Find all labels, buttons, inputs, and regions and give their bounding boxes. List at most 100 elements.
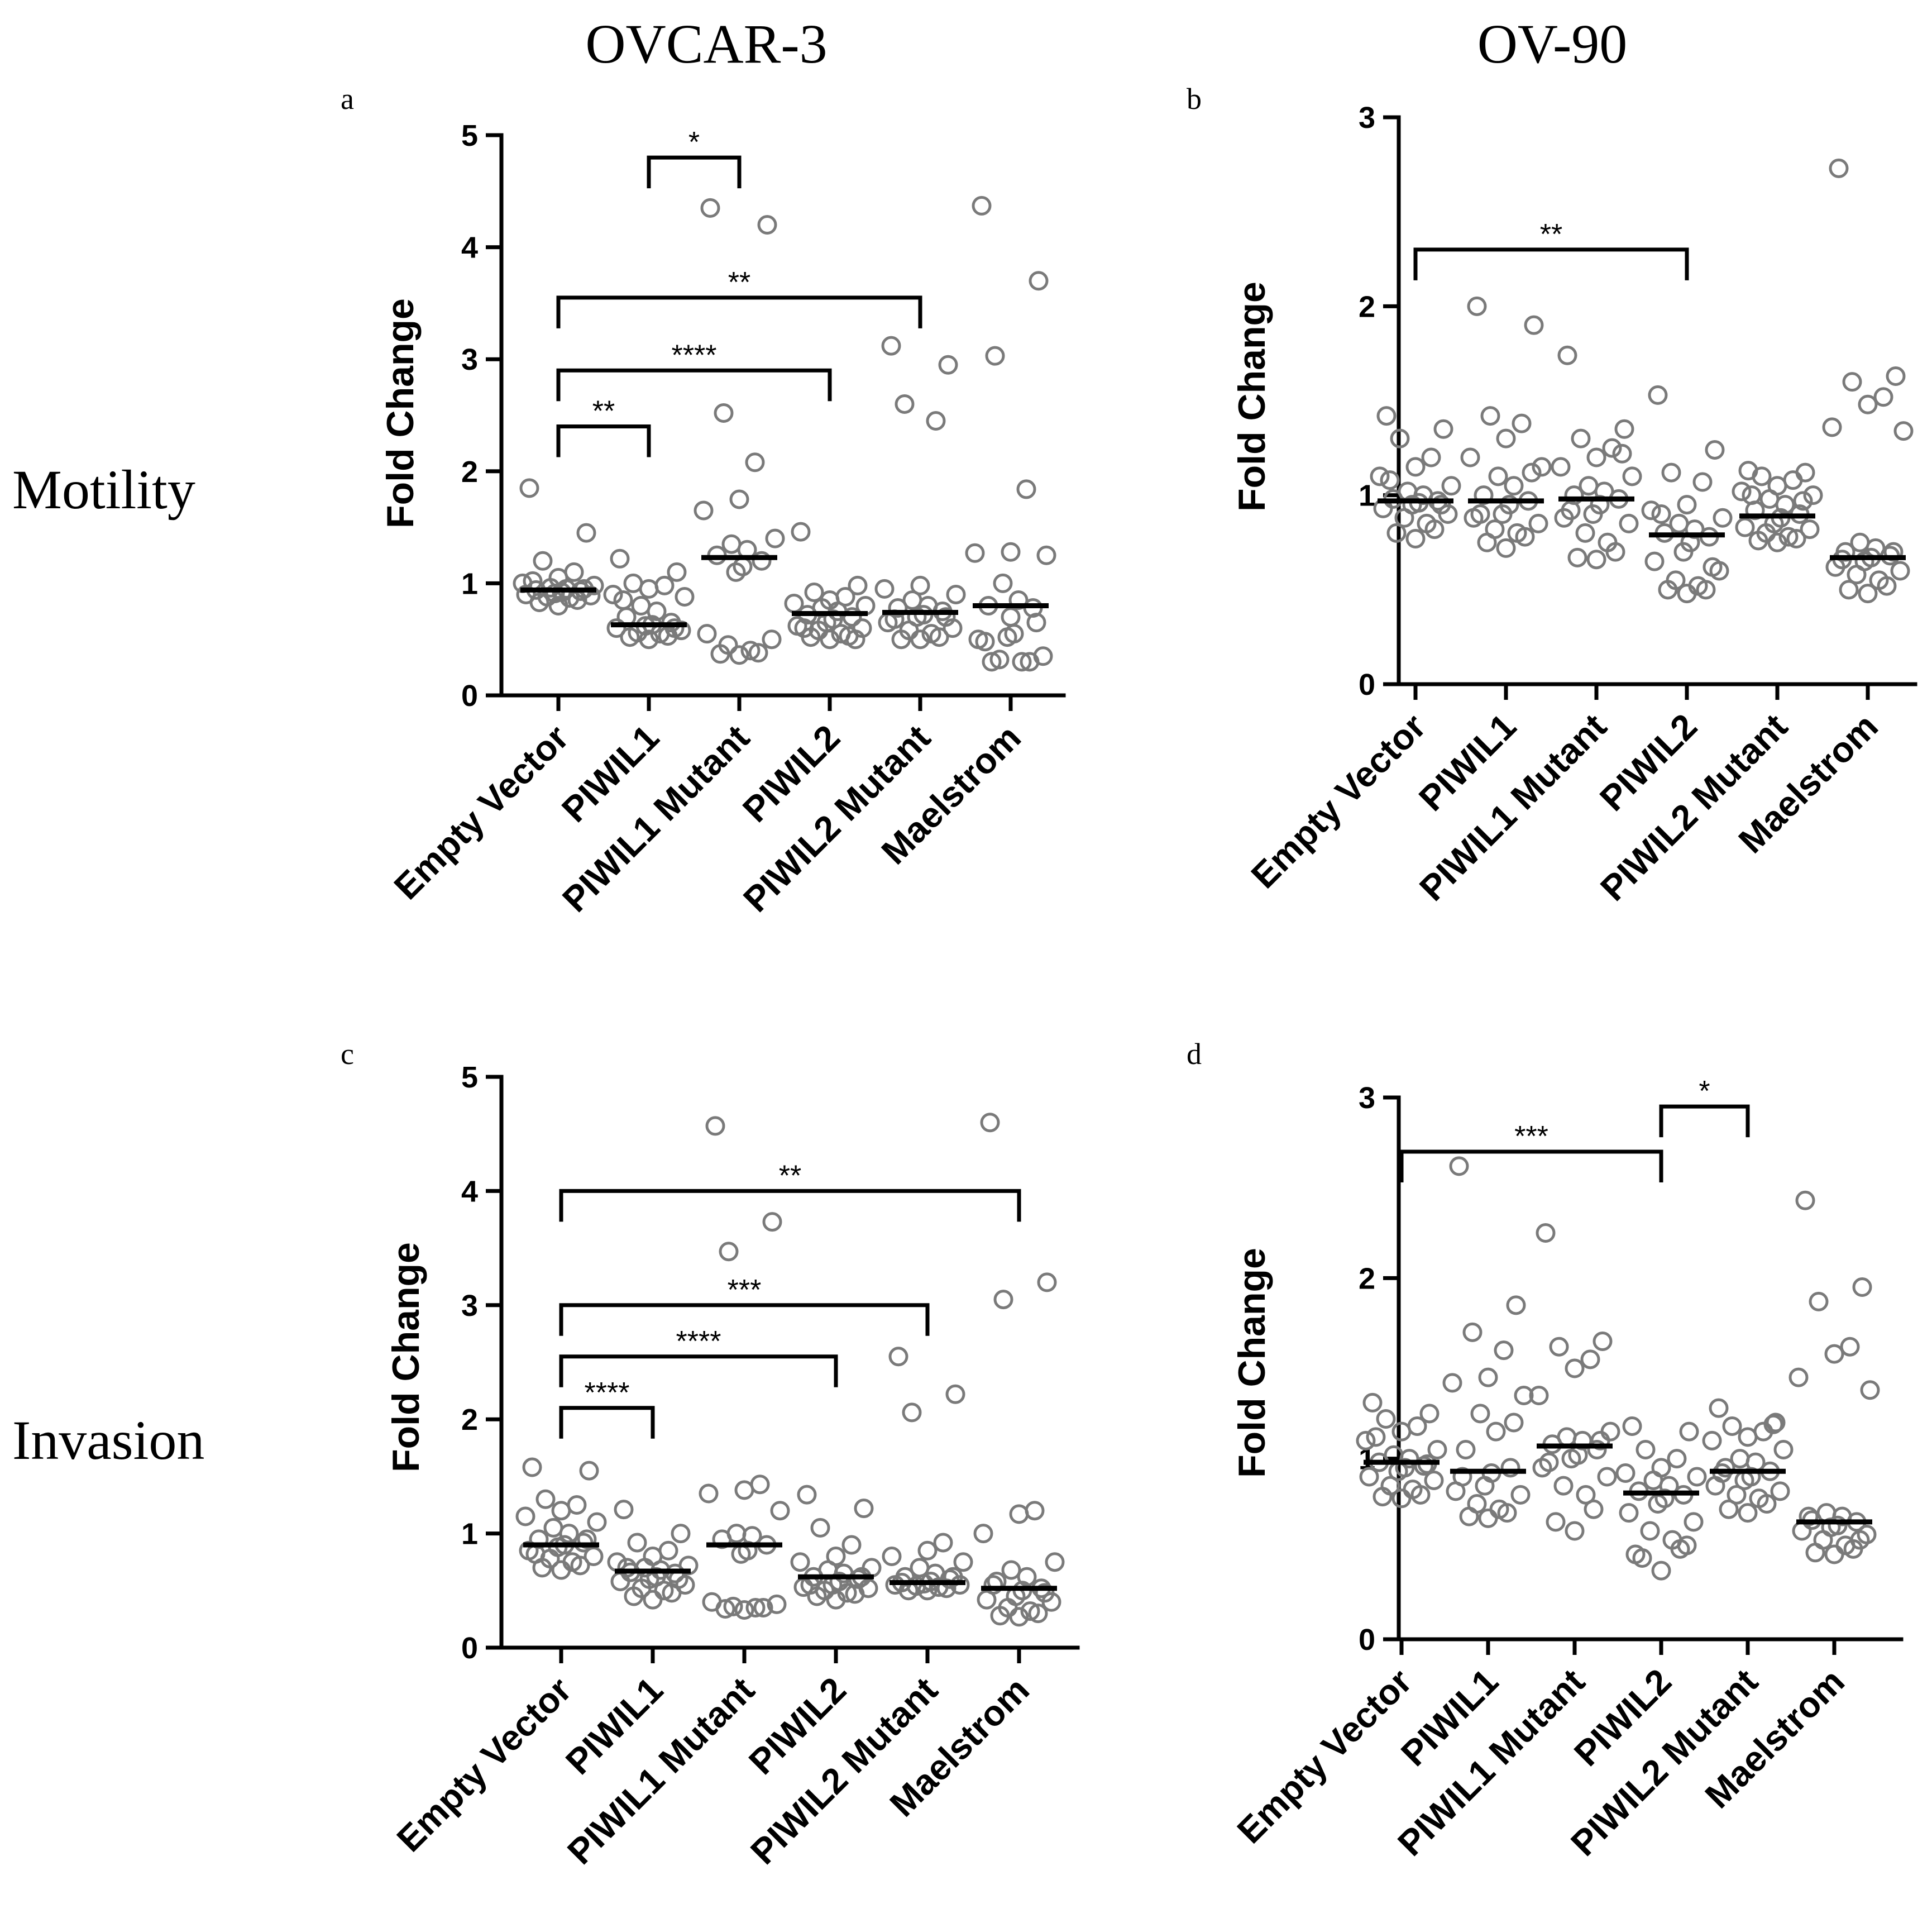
data-point [1890,561,1910,581]
data-point [647,602,667,622]
data-point [712,1529,732,1549]
data-point [1356,1430,1376,1450]
data-point [1391,1488,1412,1509]
data-point [842,607,862,627]
data-point [791,522,811,542]
data-point [1026,613,1046,633]
data-point [543,1518,563,1538]
data-point [762,1212,782,1232]
data-point [1460,447,1480,467]
data-point [753,1597,773,1617]
data-point [1424,1470,1444,1490]
data-point [729,489,749,509]
significance-bracket [1399,1149,1663,1182]
data-point [1587,1440,1607,1459]
panel-letter: d [1187,1037,1202,1071]
data-point [584,1546,604,1566]
data-point [1619,513,1639,533]
data-point [587,1512,607,1532]
data-point [1386,523,1407,543]
data-point [1661,462,1681,483]
y-tick-label: 3 [1359,1081,1375,1115]
data-point [1847,565,1867,585]
data-point [1584,1499,1604,1519]
significance-label: **** [672,339,717,371]
data-point [1515,527,1535,547]
data-point [654,575,675,595]
data-point [1651,504,1671,524]
data-point [1757,1494,1777,1514]
y-tick-label: 1 [461,1518,478,1551]
data-point [752,551,772,571]
data-point [1580,1349,1600,1370]
data-point [1612,443,1632,464]
data-point [1850,1530,1870,1550]
significance-label: ** [728,266,750,299]
data-point [767,1594,787,1614]
data-point [1677,584,1697,604]
panel-letter: b [1187,82,1202,116]
data-point [1644,551,1665,571]
data-point [1475,1476,1495,1496]
data-point [1622,1416,1642,1436]
data-point [1407,1416,1427,1436]
data-point [620,627,640,647]
data-point [1539,1452,1559,1472]
data-point [762,629,782,650]
significance-bracket [647,155,742,189]
column-title-ovcar3: OVCAR-3 [585,13,827,75]
data-point [848,575,868,595]
data-point [1576,1485,1596,1505]
significance-label: ** [1540,218,1562,251]
data-point [1391,1421,1412,1442]
data-point [1590,1430,1610,1450]
significance-label: ** [779,1159,801,1192]
data-point [1486,1421,1506,1442]
data-point [1793,491,1813,511]
significance-label: **** [585,1377,630,1409]
data-point [804,582,824,602]
data-point [1775,495,1795,515]
data-point [1687,1467,1707,1487]
data-point [643,1590,663,1610]
data-point [613,590,633,610]
data-point [1763,1414,1783,1434]
data-point [882,1546,902,1566]
data-point [726,562,746,582]
data-point [624,1586,644,1606]
data-point [1829,158,1849,178]
data-point [1727,1485,1747,1505]
data-point [1496,538,1516,558]
data-point [1883,542,1904,562]
data-point [1551,457,1571,477]
data-point [1020,652,1040,672]
data-point [757,214,777,235]
data-point [1799,1506,1819,1526]
data-point [989,650,1010,670]
data-point [1648,385,1668,405]
data-point [614,1500,634,1520]
data-point [1362,1392,1383,1413]
data-point [577,1529,597,1549]
data-point [891,629,911,650]
data-point [1732,481,1752,502]
data-point [1480,406,1500,426]
data-point [1677,495,1697,515]
data-point [1017,1567,1037,1587]
y-axis-label: Fold Change [1231,281,1273,512]
significance-bracket [559,1303,930,1336]
data-point [810,1518,830,1538]
y-tick-label: 0 [461,679,478,713]
data-point [1009,1504,1029,1524]
data-point [515,1506,535,1526]
y-tick-label: 3 [461,343,478,376]
y-tick-label: 3 [1359,101,1375,135]
y-axis-label: Fold Change [385,1242,427,1472]
data-point [1877,576,1897,596]
data-point [1390,428,1410,448]
data-point [721,534,742,554]
data-point [559,1524,579,1544]
data-point [1452,1467,1472,1487]
data-point [1803,485,1823,505]
data-point [551,1501,571,1521]
